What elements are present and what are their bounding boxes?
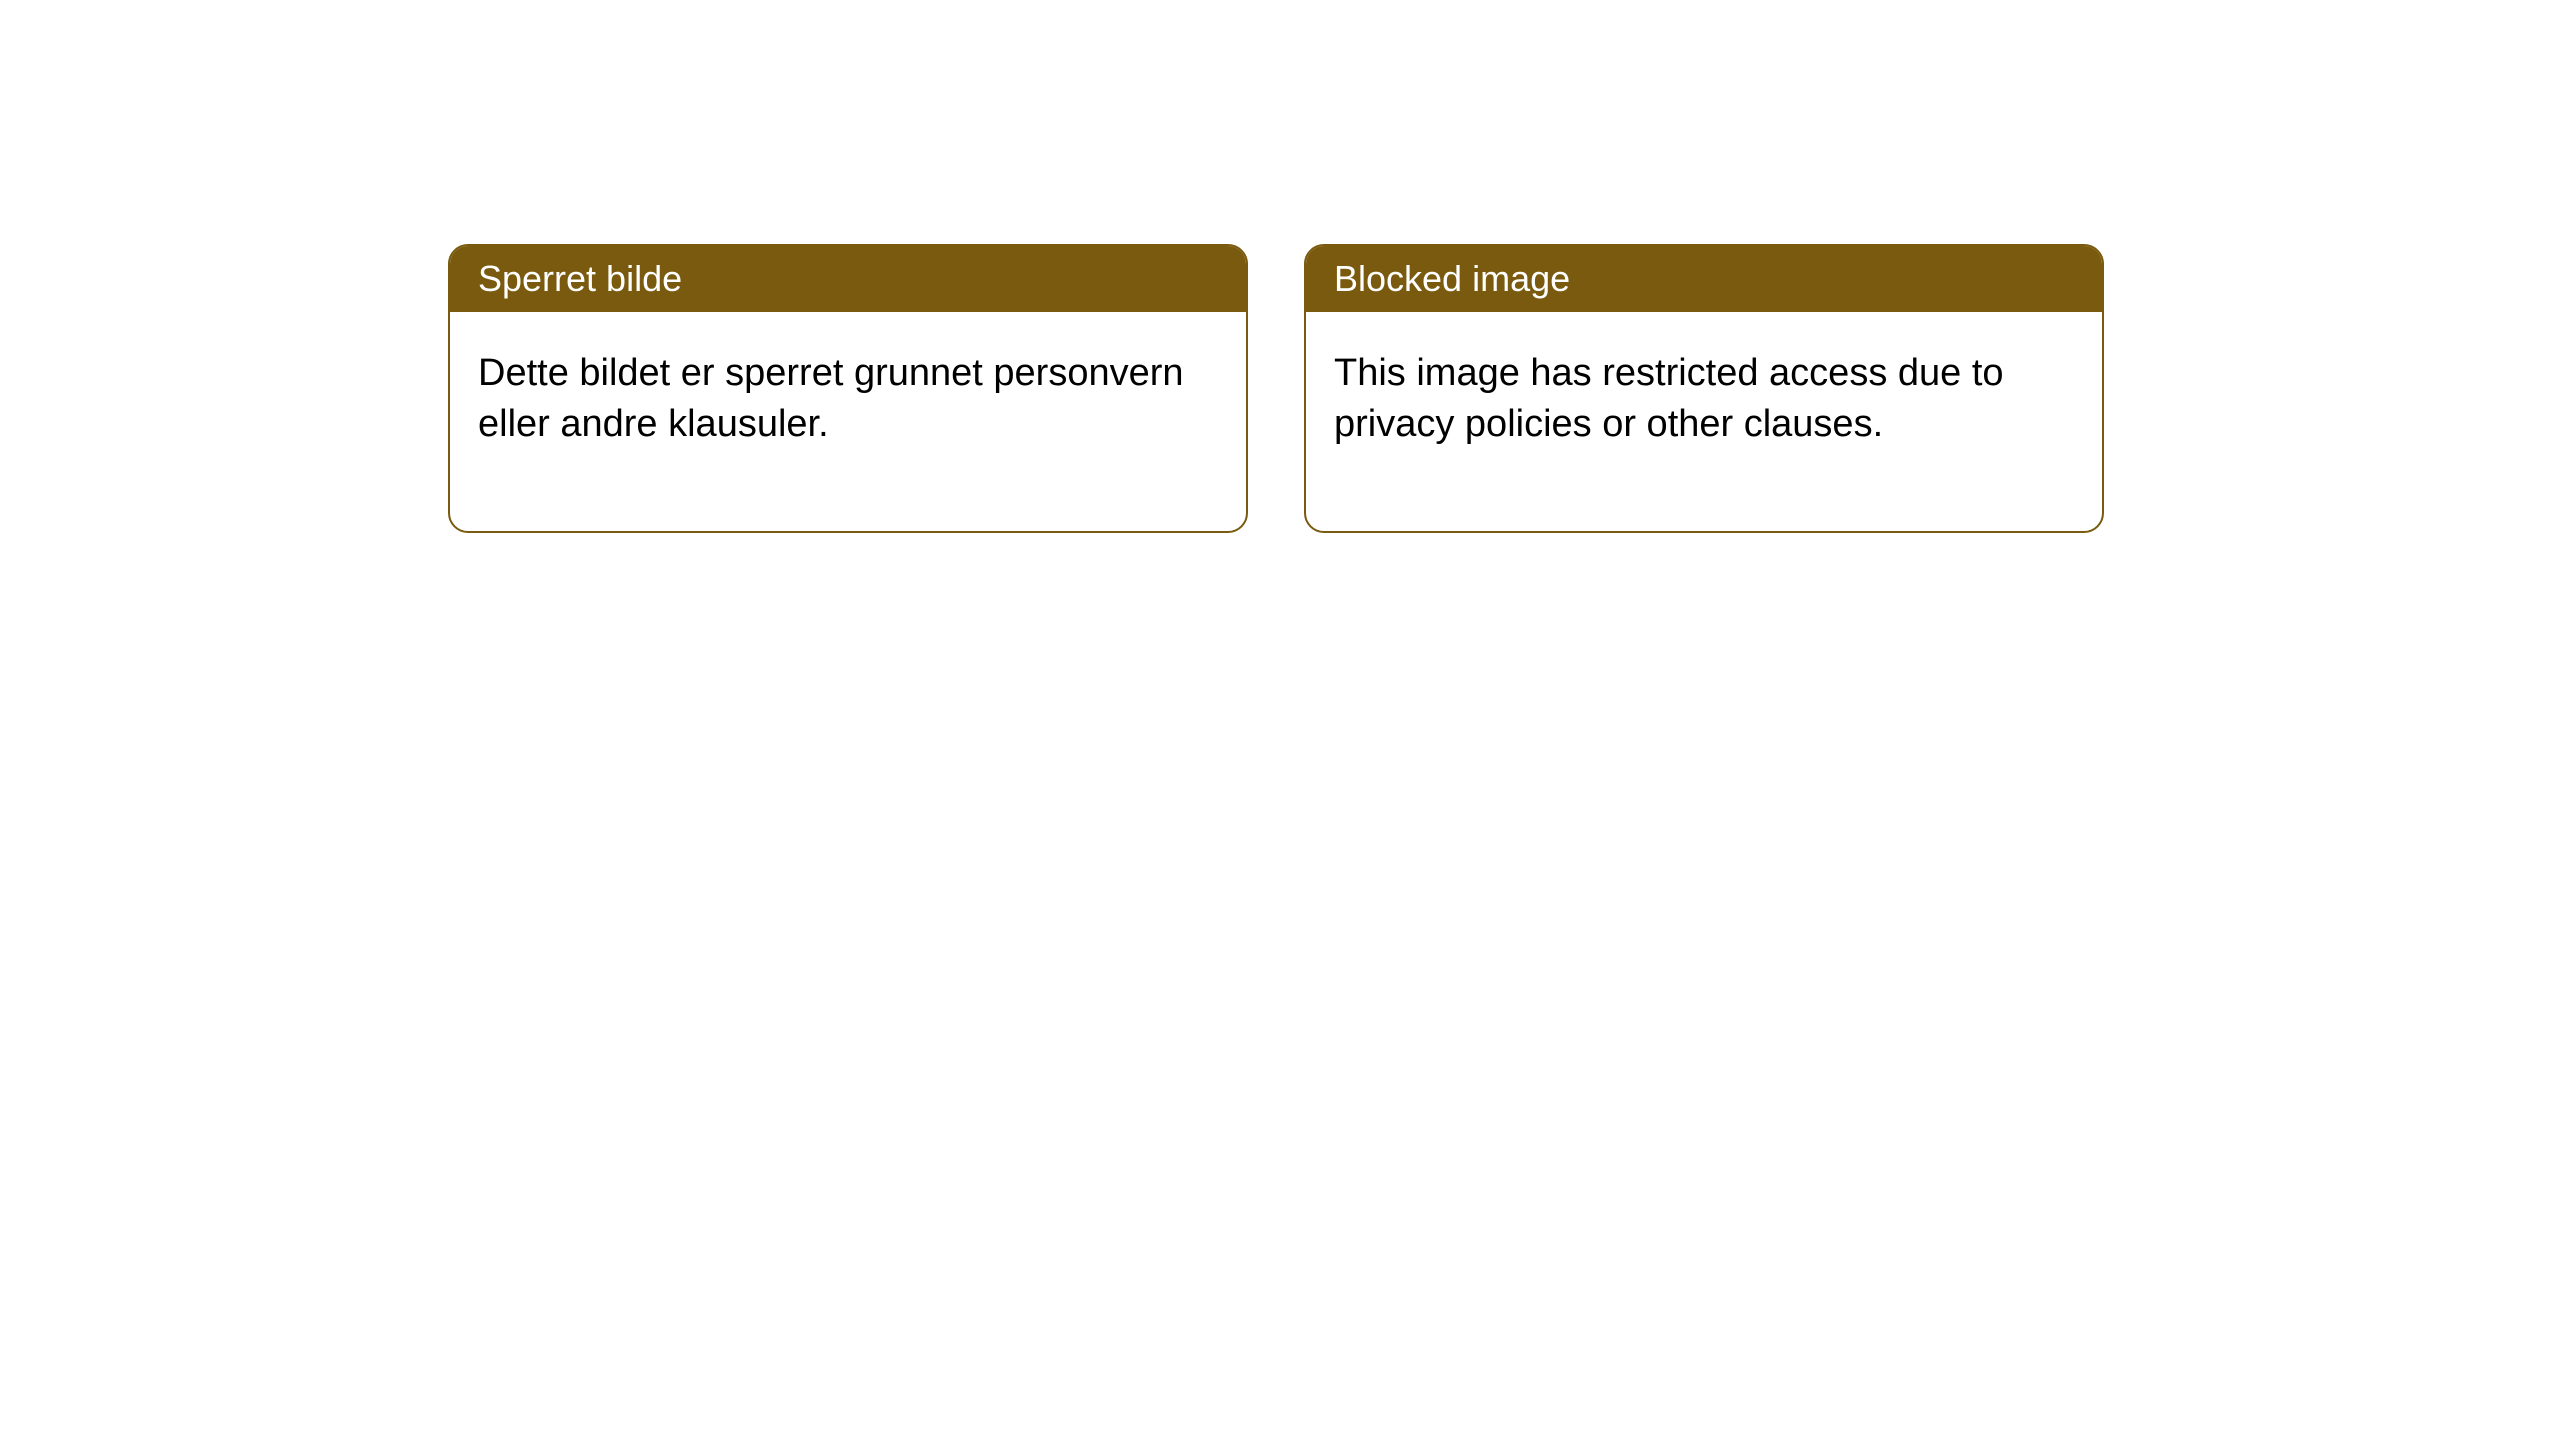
- notice-card-en: Blocked image This image has restricted …: [1304, 244, 2104, 533]
- notice-header-en: Blocked image: [1306, 246, 2102, 312]
- notice-card-no: Sperret bilde Dette bildet er sperret gr…: [448, 244, 1248, 533]
- notice-body-en: This image has restricted access due to …: [1306, 312, 2102, 531]
- notice-container: Sperret bilde Dette bildet er sperret gr…: [0, 0, 2560, 533]
- notice-header-no: Sperret bilde: [450, 246, 1246, 312]
- notice-body-no: Dette bildet er sperret grunnet personve…: [450, 312, 1246, 531]
